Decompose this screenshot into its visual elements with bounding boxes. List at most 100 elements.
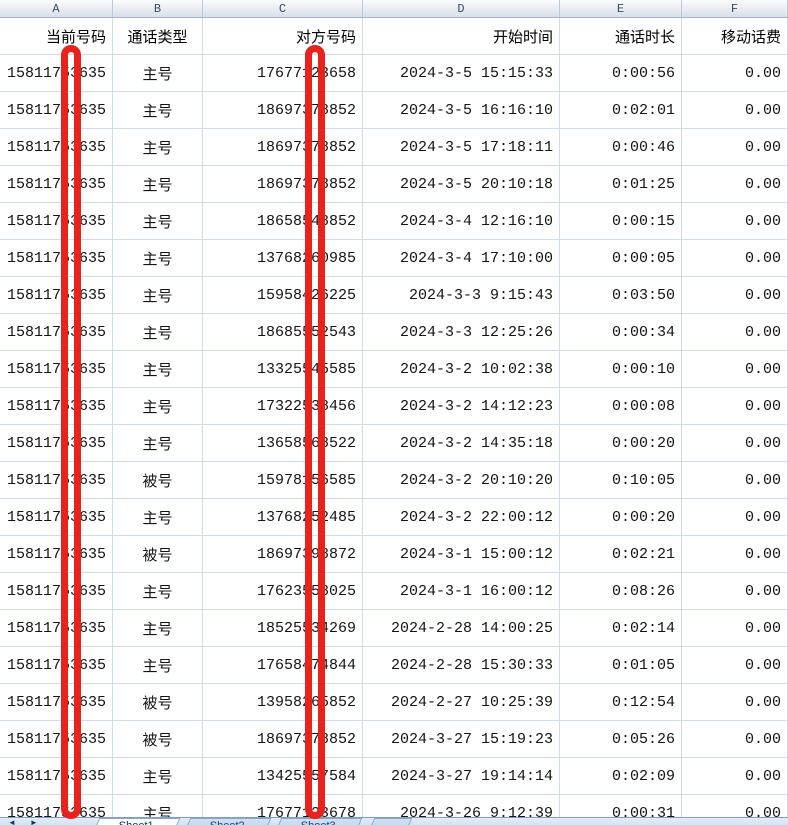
cell-e[interactable]: 0:02:14 [560, 610, 682, 646]
cell-a[interactable]: 15811753635 [0, 647, 113, 683]
cell-e[interactable]: 0:01:05 [560, 647, 682, 683]
cell-a[interactable]: 15811753635 [0, 388, 113, 424]
cell-f[interactable]: 0.00 [682, 684, 788, 720]
cell-c[interactable]: 18658548852 [203, 203, 363, 239]
cell-b[interactable]: 被号 [113, 536, 203, 572]
cell-a[interactable]: 15811753635 [0, 536, 113, 572]
cell-b[interactable]: 主号 [113, 166, 203, 202]
cell-d[interactable]: 2024-2-27 10:25:39 [363, 684, 560, 720]
tab-sheet1[interactable]: Sheet1 [88, 818, 181, 825]
cell-c[interactable]: 15978156585 [203, 462, 363, 498]
column-header-b[interactable]: B [113, 0, 203, 17]
cell-d[interactable]: 2024-3-4 17:10:00 [363, 240, 560, 276]
cell-d[interactable]: 2024-3-1 16:00:12 [363, 573, 560, 609]
insert-worksheet-button[interactable]: ✳▭ [363, 818, 413, 825]
tab-sheet3[interactable]: Sheet3 [270, 818, 362, 825]
cell-b[interactable]: 主号 [113, 203, 203, 239]
cell-f[interactable]: 0.00 [682, 166, 788, 202]
cell-c[interactable]: 13768260985 [203, 240, 363, 276]
cell-a[interactable]: 15811753635 [0, 499, 113, 535]
cell-c[interactable]: 18697378852 [203, 721, 363, 757]
cell-b[interactable]: 主号 [113, 92, 203, 128]
cell-e[interactable]: 0:02:21 [560, 536, 682, 572]
cell-d[interactable]: 2024-3-1 15:00:12 [363, 536, 560, 572]
cell-c[interactable]: 18697378852 [203, 129, 363, 165]
cell-a[interactable]: 15811753635 [0, 240, 113, 276]
cell-d[interactable]: 2024-3-2 22:00:12 [363, 499, 560, 535]
cell-f[interactable]: 0.00 [682, 277, 788, 313]
cell-a[interactable]: 15811753635 [0, 610, 113, 646]
cell-d[interactable]: 2024-2-28 15:30:33 [363, 647, 560, 683]
cell-c[interactable]: 18697398872 [203, 536, 363, 572]
cell-d[interactable]: 2024-3-27 15:19:23 [363, 721, 560, 757]
cell-e[interactable]: 0:00:10 [560, 351, 682, 387]
cell-a[interactable]: 15811753635 [0, 425, 113, 461]
cell-b[interactable]: 主号 [113, 55, 203, 91]
cell-a[interactable]: 15811753635 [0, 351, 113, 387]
cell-e[interactable]: 0:00:05 [560, 240, 682, 276]
cell-c[interactable]: 15958426225 [203, 277, 363, 313]
tab-sheet2[interactable]: Sheet2 [179, 818, 272, 825]
cell-f[interactable]: 0.00 [682, 499, 788, 535]
cell-b[interactable]: 被号 [113, 721, 203, 757]
header-call-duration[interactable]: 通话时长 [560, 18, 682, 54]
cell-e[interactable]: 0:10:05 [560, 462, 682, 498]
cell-b[interactable]: 主号 [113, 758, 203, 794]
cell-b[interactable]: 主号 [113, 388, 203, 424]
cell-b[interactable]: 主号 [113, 573, 203, 609]
cell-d[interactable]: 2024-3-3 12:25:26 [363, 314, 560, 350]
cell-a[interactable]: 15811753635 [0, 314, 113, 350]
cell-e[interactable]: 0:00:34 [560, 314, 682, 350]
cell-d[interactable]: 2024-3-2 14:12:23 [363, 388, 560, 424]
cell-e[interactable]: 0:03:50 [560, 277, 682, 313]
cell-c[interactable]: 13425557584 [203, 758, 363, 794]
cell-f[interactable]: 0.00 [682, 351, 788, 387]
prev-sheet-icon[interactable]: ◄ [8, 818, 16, 825]
last-sheet-icon[interactable]: ► [29, 818, 38, 825]
cell-b[interactable]: 主号 [113, 314, 203, 350]
cell-f[interactable]: 0.00 [682, 92, 788, 128]
cell-d[interactable]: 2024-3-2 14:35:18 [363, 425, 560, 461]
cell-c[interactable]: 17658474844 [203, 647, 363, 683]
cell-c[interactable]: 18697378852 [203, 166, 363, 202]
cell-c[interactable]: 13658568522 [203, 425, 363, 461]
cell-a[interactable]: 15811753635 [0, 462, 113, 498]
cell-f[interactable]: 0.00 [682, 129, 788, 165]
cell-a[interactable]: 15811753635 [0, 758, 113, 794]
cell-e[interactable]: 0:12:54 [560, 684, 682, 720]
cell-b[interactable]: 主号 [113, 351, 203, 387]
cell-c[interactable]: 18697378852 [203, 92, 363, 128]
cell-e[interactable]: 0:00:08 [560, 388, 682, 424]
cell-d[interactable]: 2024-3-5 20:10:18 [363, 166, 560, 202]
cell-b[interactable]: 主号 [113, 129, 203, 165]
cell-b[interactable]: 主号 [113, 610, 203, 646]
cell-d[interactable]: 2024-2-28 14:00:25 [363, 610, 560, 646]
cell-a[interactable]: 15811753635 [0, 573, 113, 609]
cell-c[interactable]: 17322538456 [203, 388, 363, 424]
header-call-type[interactable]: 通话类型 [113, 18, 203, 54]
cell-e[interactable]: 0:01:25 [560, 166, 682, 202]
cell-e[interactable]: 0:00:20 [560, 499, 682, 535]
cell-e[interactable]: 0:00:46 [560, 129, 682, 165]
cell-d[interactable]: 2024-3-5 16:16:10 [363, 92, 560, 128]
header-start-time[interactable]: 开始时间 [363, 18, 560, 54]
cell-f[interactable]: 0.00 [682, 758, 788, 794]
cell-a[interactable]: 15811753635 [0, 203, 113, 239]
cell-c[interactable]: 18525534269 [203, 610, 363, 646]
column-header-c[interactable]: C [203, 0, 363, 17]
cell-f[interactable]: 0.00 [682, 536, 788, 572]
cell-e[interactable]: 0:00:15 [560, 203, 682, 239]
cell-f[interactable]: 0.00 [682, 573, 788, 609]
cell-f[interactable]: 0.00 [682, 647, 788, 683]
cell-d[interactable]: 2024-3-4 12:16:10 [363, 203, 560, 239]
cell-a[interactable]: 15811753635 [0, 684, 113, 720]
cell-b[interactable]: 主号 [113, 499, 203, 535]
cell-e[interactable]: 0:02:09 [560, 758, 682, 794]
cell-c[interactable]: 13768252485 [203, 499, 363, 535]
cell-f[interactable]: 0.00 [682, 610, 788, 646]
cell-f[interactable]: 0.00 [682, 388, 788, 424]
cell-a[interactable]: 15811753635 [0, 92, 113, 128]
header-other-number[interactable]: 对方号码 [203, 18, 363, 54]
cell-f[interactable]: 0.00 [682, 240, 788, 276]
cell-d[interactable]: 2024-3-2 10:02:38 [363, 351, 560, 387]
